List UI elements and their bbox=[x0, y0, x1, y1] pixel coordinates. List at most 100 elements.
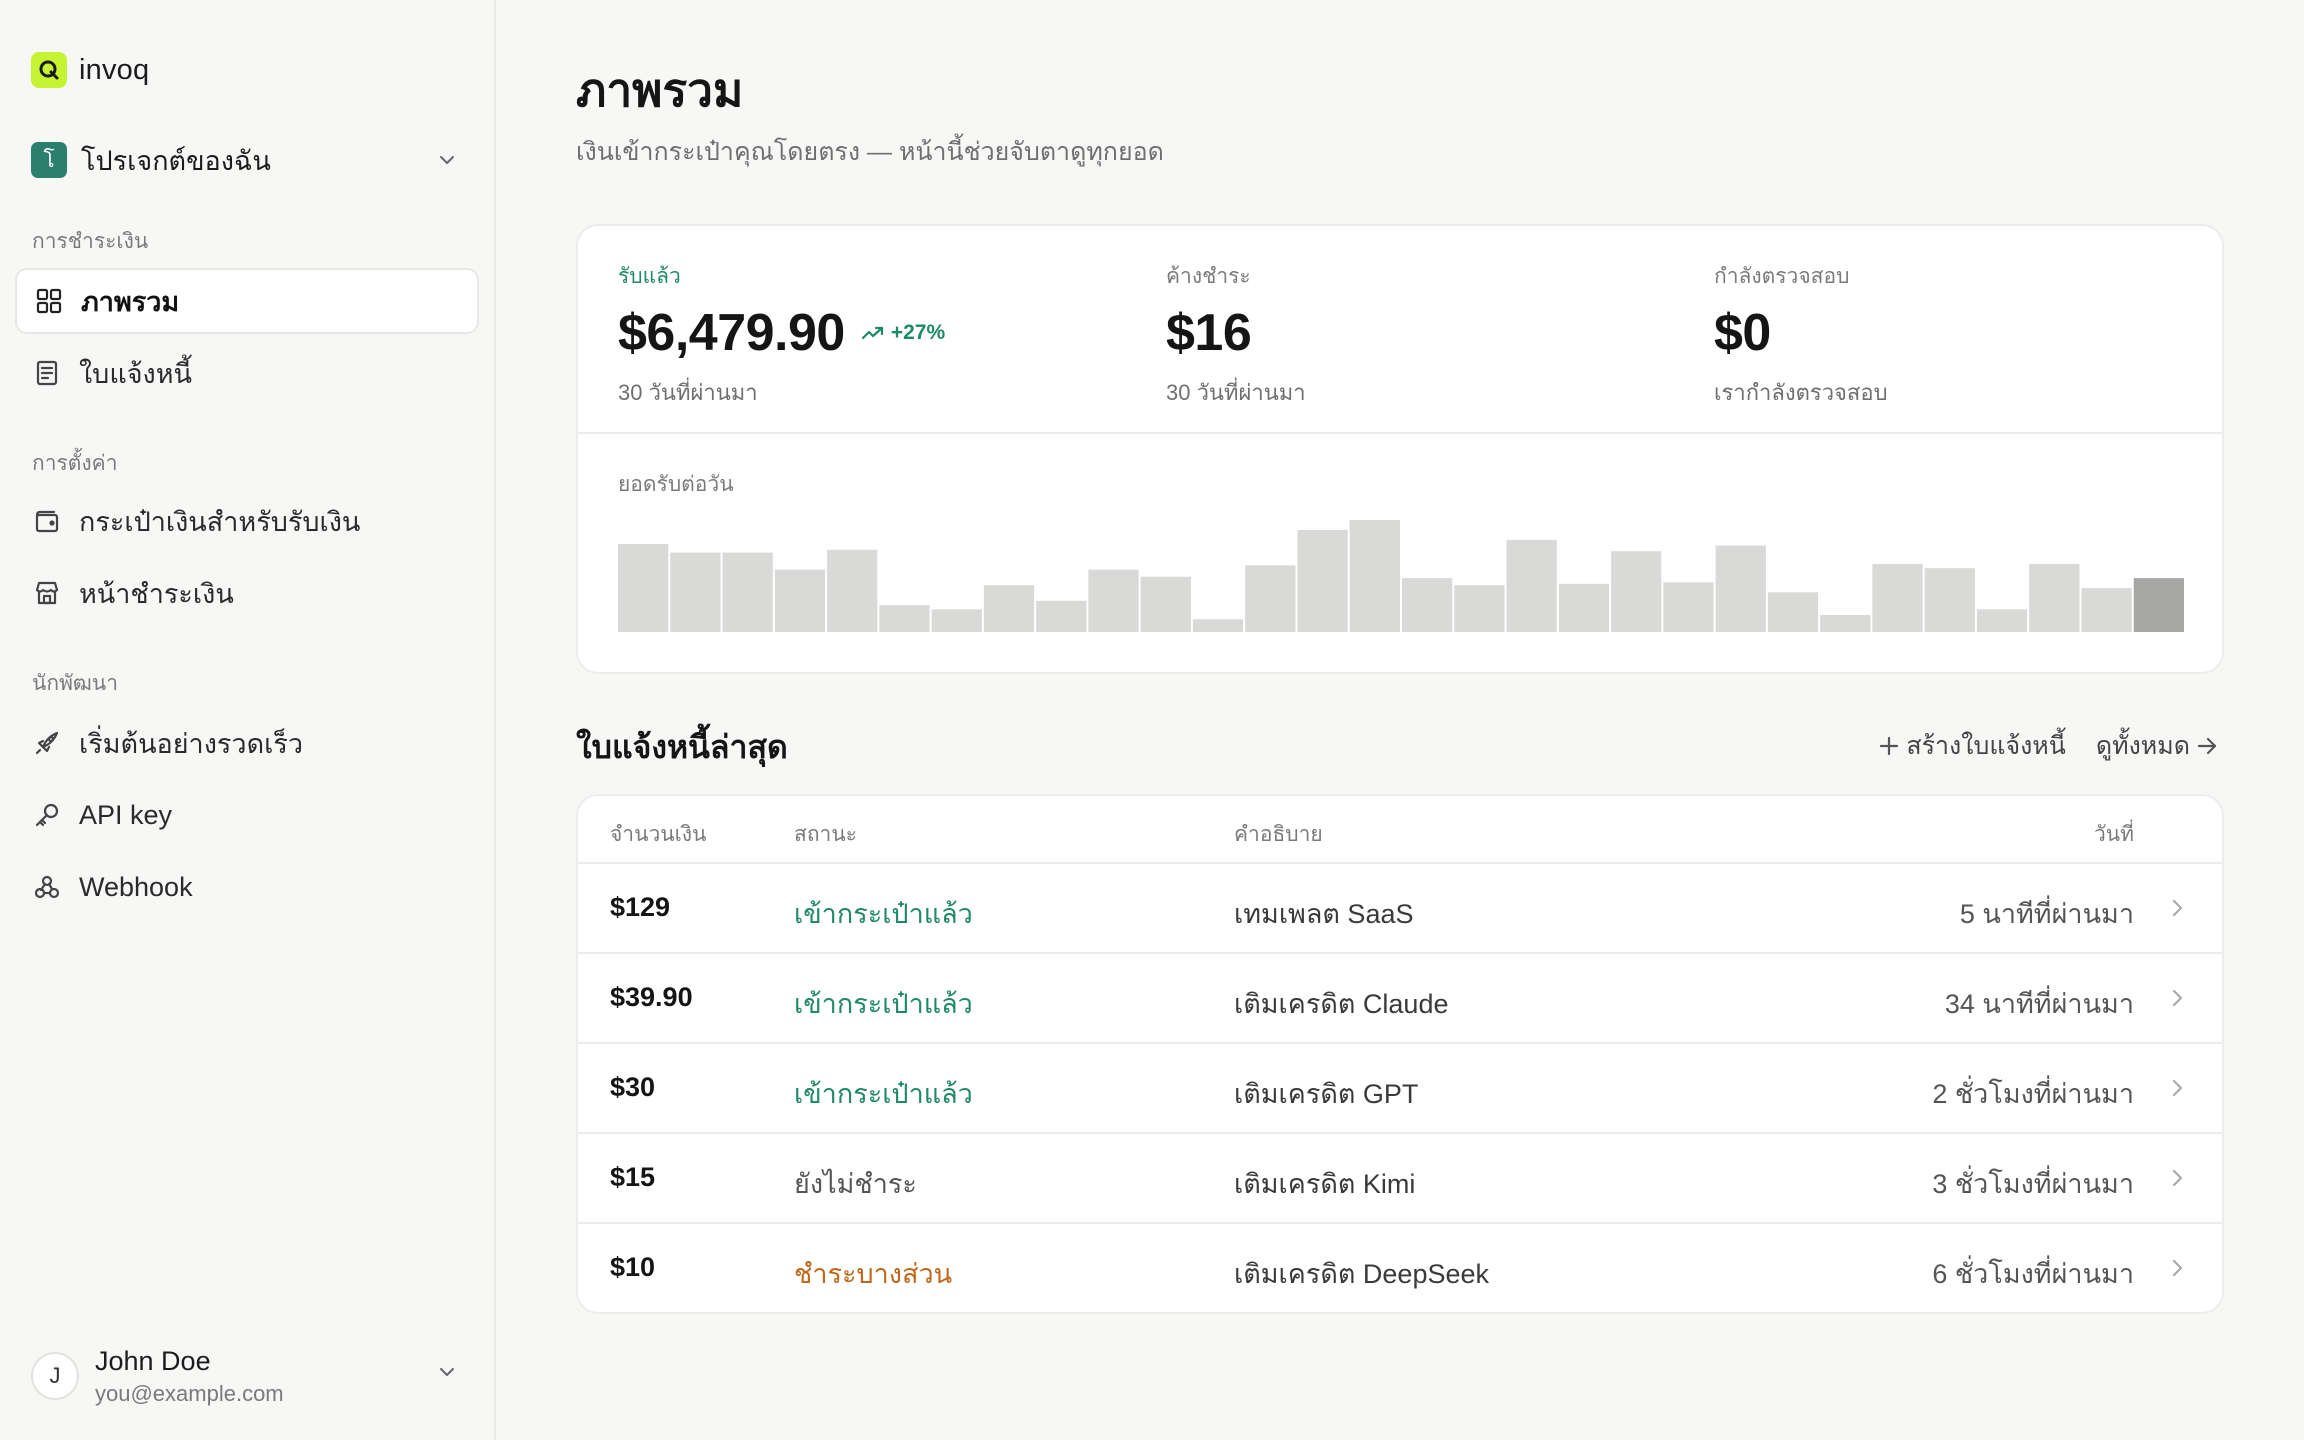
invoice-amount: $39.90 bbox=[610, 982, 693, 1012]
sidebar-item-quickstart[interactable]: เริ่มต้นอย่างรวดเร็ว bbox=[15, 710, 479, 776]
chart-bar[interactable] bbox=[1506, 539, 1557, 632]
chart-bar[interactable] bbox=[1245, 565, 1296, 632]
column-header-status: สถานะ bbox=[794, 823, 857, 846]
webhook-icon bbox=[32, 872, 62, 902]
view-all-link[interactable]: ดูทั้งหมด bbox=[2096, 726, 2224, 766]
invoice-amount: $30 bbox=[610, 1072, 656, 1102]
invoice-status: เข้ากระเป๋าแล้ว bbox=[794, 989, 973, 1019]
avatar: J bbox=[31, 1352, 79, 1400]
invoice-status: ชำระบางส่วน bbox=[794, 1259, 953, 1289]
project-switcher[interactable]: โ โปรเจกต์ของฉัน bbox=[31, 140, 465, 180]
chart-bar[interactable] bbox=[1036, 600, 1087, 632]
invoice-status: ยังไม่ชำระ bbox=[794, 1169, 917, 1199]
sidebar-item-label: หน้าชำระเงิน bbox=[79, 578, 234, 609]
table-row[interactable]: $10 ชำระบางส่วน เติมเครดิต DeepSeek 6 ชั… bbox=[578, 1224, 2222, 1312]
chart-bar[interactable] bbox=[722, 552, 773, 632]
chevron-down-icon bbox=[437, 1362, 457, 1387]
chart-bar[interactable] bbox=[1820, 614, 1871, 632]
chart-bar[interactable] bbox=[1976, 609, 2028, 632]
chart-bar[interactable] bbox=[1558, 583, 1610, 632]
chart-bar[interactable] bbox=[1140, 576, 1191, 632]
brand[interactable]: invoq bbox=[31, 52, 149, 88]
sidebar-item-api-key[interactable]: API key bbox=[15, 782, 479, 848]
invoice-status: เข้ากระเป๋าแล้ว bbox=[794, 1079, 973, 1109]
sidebar-item-checkout-pages[interactable]: หน้าชำระเงิน bbox=[15, 560, 479, 626]
create-invoice-button[interactable]: สร้างใบแจ้งหนี้ bbox=[1872, 726, 2066, 766]
chart-bar[interactable] bbox=[1872, 563, 1923, 632]
daily-revenue-chart bbox=[618, 520, 2184, 632]
chart-bar[interactable] bbox=[827, 549, 878, 632]
table-row[interactable]: $129 เข้ากระเป๋าแล้ว เทมเพลต SaaS 5 นาที… bbox=[578, 864, 2222, 954]
chart-bar[interactable] bbox=[1663, 582, 1714, 632]
chart-bar[interactable] bbox=[1192, 619, 1244, 632]
trending-up-icon bbox=[861, 326, 883, 340]
stat-value: $0 bbox=[1714, 304, 1771, 362]
create-invoice-label: สร้างใบแจ้งหนี้ bbox=[1906, 732, 2066, 760]
user-menu[interactable]: J John Doe you@example.com bbox=[31, 1346, 465, 1406]
sidebar-item-webhook[interactable]: Webhook bbox=[15, 854, 479, 920]
table-row[interactable]: $30 เข้ากระเป๋าแล้ว เติมเครดิต GPT 2 ชั่… bbox=[578, 1044, 2222, 1134]
stat-value: $16 bbox=[1166, 304, 1252, 362]
chart-bar[interactable] bbox=[618, 544, 669, 632]
table-row[interactable]: $39.90 เข้ากระเป๋าแล้ว เติมเครดิต Claude… bbox=[578, 954, 2222, 1044]
sidebar-item-invoices[interactable]: ใบแจ้งหนี้ bbox=[15, 340, 479, 406]
store-icon bbox=[32, 578, 62, 608]
invoice-amount: $10 bbox=[610, 1252, 656, 1282]
invoice-date: 5 นาทีที่ผ่านมา bbox=[1959, 899, 2134, 929]
stat-label: รับแล้ว bbox=[618, 265, 681, 288]
brand-logo-icon bbox=[31, 52, 67, 88]
user-email: you@example.com bbox=[95, 1380, 284, 1406]
table-header: จำนวนเงิน สถานะ คำอธิบาย วันที่ bbox=[578, 796, 2222, 864]
chart-bar[interactable] bbox=[2081, 588, 2132, 632]
chart-bar[interactable] bbox=[1454, 585, 1505, 632]
trend-value: +27% bbox=[890, 321, 946, 344]
chart-bar[interactable] bbox=[1767, 592, 1819, 632]
chart-bar[interactable] bbox=[774, 569, 826, 632]
chart-bar[interactable] bbox=[1402, 578, 1453, 632]
chevron-right-icon bbox=[2168, 1256, 2186, 1285]
chart-bar[interactable] bbox=[1611, 551, 1662, 632]
chart-bar[interactable] bbox=[1297, 529, 1348, 632]
chart-bar[interactable] bbox=[931, 609, 982, 632]
chevron-down-icon bbox=[437, 150, 457, 175]
invoice-date: 2 ชั่วโมงที่ผ่านมา bbox=[1932, 1079, 2134, 1109]
invoice-description: เติมเครดิต GPT bbox=[1234, 1079, 1419, 1109]
chart-bar[interactable] bbox=[1088, 569, 1139, 632]
chart-bar[interactable] bbox=[2029, 563, 2080, 632]
sidebar-item-overview[interactable]: ภาพรวม bbox=[15, 268, 479, 334]
table-row[interactable]: $15 ยังไม่ชำระ เติมเครดิต Kimi 3 ชั่วโมง… bbox=[578, 1134, 2222, 1224]
chart-bar[interactable] bbox=[2133, 578, 2184, 632]
chart-bar[interactable] bbox=[983, 585, 1035, 632]
sidebar-item-label: Webhook bbox=[79, 871, 193, 902]
invoice-status: เข้ากระเป๋าแล้ว bbox=[794, 899, 973, 929]
sidebar-item-label: กระเป๋าเงินสำหรับรับเงิน bbox=[79, 506, 361, 537]
chart-title: ยอดรับต่อวัน bbox=[618, 473, 734, 496]
stat-caption: 30 วันที่ผ่านมา bbox=[1166, 380, 1306, 405]
view-all-label: ดูทั้งหมด bbox=[2095, 732, 2190, 760]
stat-label: กำลังตรวจสอบ bbox=[1714, 265, 1850, 288]
stat-value: $6,479.90 bbox=[618, 304, 845, 362]
plus-icon bbox=[1880, 736, 1899, 756]
chevron-right-icon bbox=[2168, 896, 2186, 925]
divider bbox=[578, 432, 2222, 434]
chart-bar[interactable] bbox=[879, 605, 930, 632]
invoice-date: 6 ชั่วโมงที่ผ่านมา bbox=[1932, 1259, 2134, 1289]
invoice-description: เติมเครดิต Claude bbox=[1234, 989, 1449, 1019]
stat-received: รับแล้ว $6,479.90 +27% 30 วันที่ผ่านมา bbox=[618, 260, 945, 410]
stat-outstanding: ค้างชำระ $16 30 วันที่ผ่านมา bbox=[1166, 260, 1306, 410]
trend-badge: +27% bbox=[861, 321, 945, 345]
chart-bar[interactable] bbox=[1349, 520, 1400, 632]
chart-bar[interactable] bbox=[1715, 545, 1766, 632]
chart-bar[interactable] bbox=[1924, 568, 1975, 632]
invoice-description: เติมเครดิต DeepSeek bbox=[1234, 1259, 1490, 1289]
stat-caption: 30 วันที่ผ่านมา bbox=[618, 380, 758, 405]
invoice-date: 3 ชั่วโมงที่ผ่านมา bbox=[1932, 1169, 2134, 1199]
sidebar-item-wallets[interactable]: กระเป๋าเงินสำหรับรับเงิน bbox=[15, 488, 479, 554]
column-header-description: คำอธิบาย bbox=[1234, 823, 1323, 846]
chevron-right-icon bbox=[2168, 1166, 2186, 1195]
chart-bar[interactable] bbox=[670, 552, 721, 632]
stat-caption: เรากำลังตรวจสอบ bbox=[1714, 380, 1888, 405]
chevron-right-icon bbox=[2168, 986, 2186, 1015]
sidebar-item-label: API key bbox=[79, 799, 173, 830]
column-header-date: วันที่ bbox=[2094, 823, 2134, 846]
